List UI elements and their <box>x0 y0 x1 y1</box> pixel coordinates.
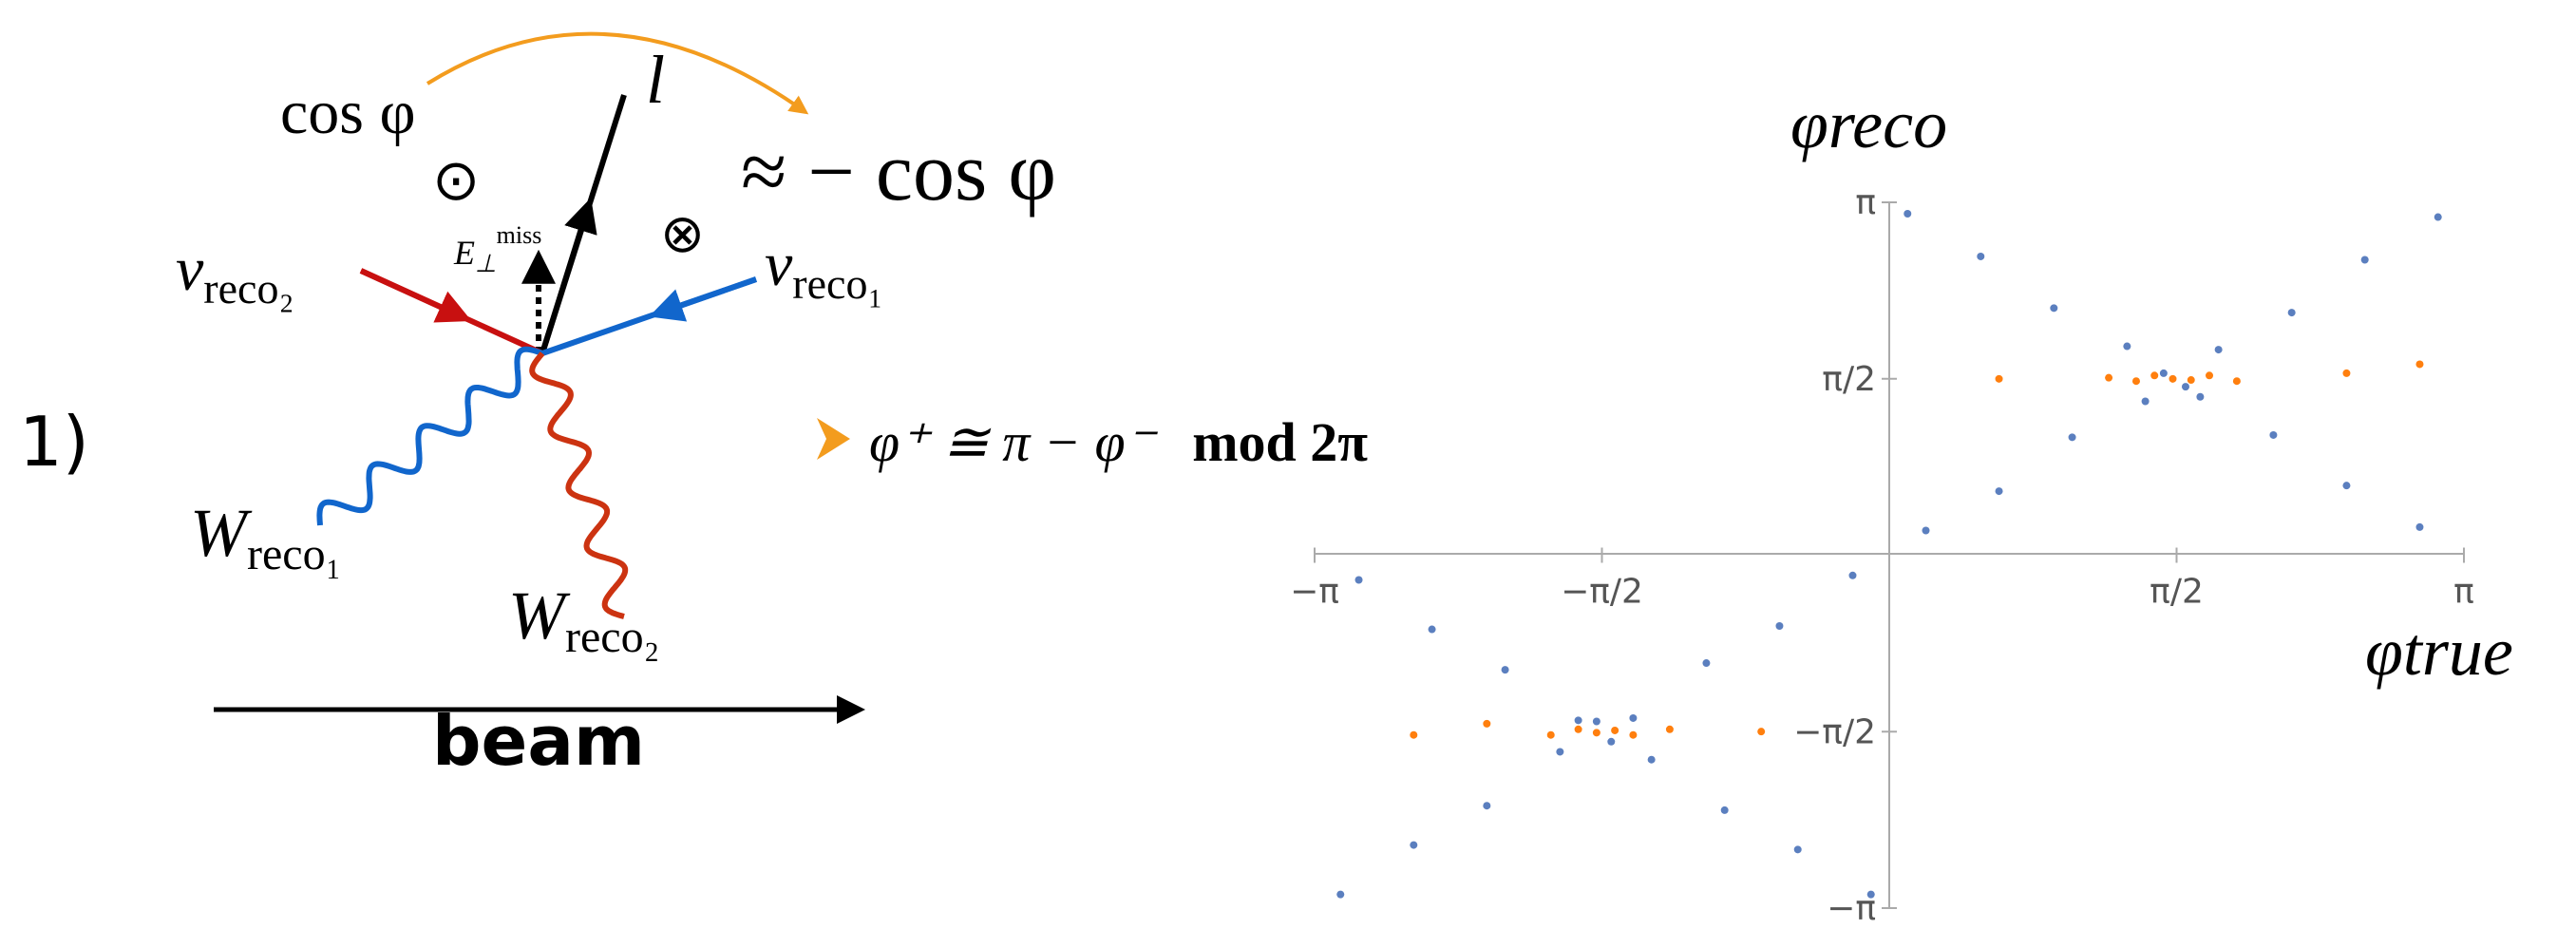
point <box>1429 626 1436 634</box>
lepton-arrow <box>542 204 589 353</box>
w1-sub: reco₁ <box>247 529 341 579</box>
point <box>2105 374 2112 382</box>
w2-label: Wreco₂ <box>508 578 659 662</box>
w2-sub: reco₂ <box>565 612 659 662</box>
beam-label: beam <box>432 701 645 781</box>
point <box>2169 375 2176 383</box>
point <box>1575 716 1582 724</box>
nu1-label: νreco₁ <box>765 230 883 308</box>
relation: φ⁺ ≅ π − φ⁻ mod 2π <box>869 411 1368 473</box>
point <box>1611 727 1619 734</box>
point <box>2434 214 2442 221</box>
point <box>1607 738 1615 746</box>
point <box>1848 572 1856 579</box>
point <box>1575 726 1582 733</box>
x-tick-label: π/2 <box>2150 573 2204 612</box>
point <box>2361 256 2369 263</box>
w2-main: W <box>508 578 571 654</box>
w1-main: W <box>190 495 253 571</box>
point <box>2123 343 2131 351</box>
point <box>2188 376 2195 384</box>
x-axis-label: φtrue <box>2365 614 2513 690</box>
point <box>1355 577 1363 584</box>
otimes: ⊗ <box>660 205 705 264</box>
point <box>2215 346 2223 353</box>
point <box>2050 304 2057 312</box>
x-tick-label: π <box>2453 573 2474 612</box>
relation-lhs: φ⁺ ≅ π − φ⁻ <box>869 411 1159 473</box>
nu1-arrow <box>655 279 756 314</box>
point <box>1410 731 1417 739</box>
point <box>2150 371 2158 379</box>
nu2-main: ν <box>176 235 204 304</box>
orange-pointer <box>817 418 850 460</box>
x-tick-label: −π <box>1290 573 1339 612</box>
point <box>2415 360 2423 368</box>
panel-label: 1) <box>19 402 89 482</box>
emiss-main: E <box>453 234 475 272</box>
w1-wavy <box>319 350 542 525</box>
point <box>2182 383 2189 390</box>
point <box>2196 393 2204 401</box>
nu2-label: νreco₂ <box>176 235 294 313</box>
point <box>1977 253 1984 260</box>
odot: ⊙ <box>432 149 480 212</box>
point <box>1556 748 1563 755</box>
point <box>1502 666 1509 673</box>
point <box>2233 377 2241 385</box>
point <box>1775 622 1783 630</box>
x-tick-label: −π/2 <box>1561 573 1643 612</box>
point <box>2069 433 2076 441</box>
y-tick-label: −π/2 <box>1793 712 1876 751</box>
point <box>1666 726 1674 733</box>
cos-phi: cos φ <box>280 78 416 147</box>
point <box>1757 728 1765 735</box>
point <box>1996 487 2003 495</box>
emiss-sup: miss <box>497 221 542 249</box>
point <box>2160 370 2168 377</box>
point <box>2206 371 2213 379</box>
point <box>2142 397 2150 405</box>
approx-cos: ≈ − cos φ <box>741 126 1056 218</box>
point <box>1483 720 1490 728</box>
point <box>2269 431 2277 439</box>
point <box>1867 891 1875 899</box>
point <box>1336 891 1344 899</box>
point <box>1923 526 1930 534</box>
point <box>1702 659 1710 667</box>
point <box>1629 714 1637 722</box>
nu1-main: ν <box>765 230 793 299</box>
nu2-sub: reco₂ <box>203 264 294 313</box>
point <box>1996 375 2003 383</box>
orange-arc <box>427 34 805 112</box>
y-tick-label: π <box>1855 183 1876 222</box>
point <box>1410 842 1417 849</box>
point <box>2288 309 2296 316</box>
point <box>2342 370 2350 377</box>
point <box>1593 729 1601 736</box>
figure: 1) cos φ ⊙ ≈ − cos φ ⊗ l E⊥miss νreco₂ ν… <box>0 0 2576 929</box>
point <box>1593 718 1601 726</box>
point <box>2415 523 2423 531</box>
point <box>2132 377 2140 385</box>
relation-mod: mod 2π <box>1192 411 1368 473</box>
point <box>1721 806 1729 814</box>
point <box>1547 731 1555 739</box>
emiss-sub: ⊥ <box>475 250 497 277</box>
point <box>1904 210 1911 218</box>
point <box>2342 482 2350 489</box>
y-axis-label: φreco <box>1790 86 1947 162</box>
point <box>1794 845 1802 853</box>
y-tick-label: π/2 <box>1822 360 1876 399</box>
lepton-label: l <box>646 42 665 118</box>
emiss-label: E⊥miss <box>453 221 541 277</box>
nu1-sub: reco₁ <box>792 259 882 308</box>
nu2-arrow <box>361 271 465 318</box>
point <box>1648 756 1656 764</box>
point <box>1483 802 1490 809</box>
point <box>1629 731 1637 739</box>
diagram: 1) cos φ ⊙ ≈ − cos φ ⊗ l E⊥miss νreco₂ ν… <box>19 34 1368 781</box>
